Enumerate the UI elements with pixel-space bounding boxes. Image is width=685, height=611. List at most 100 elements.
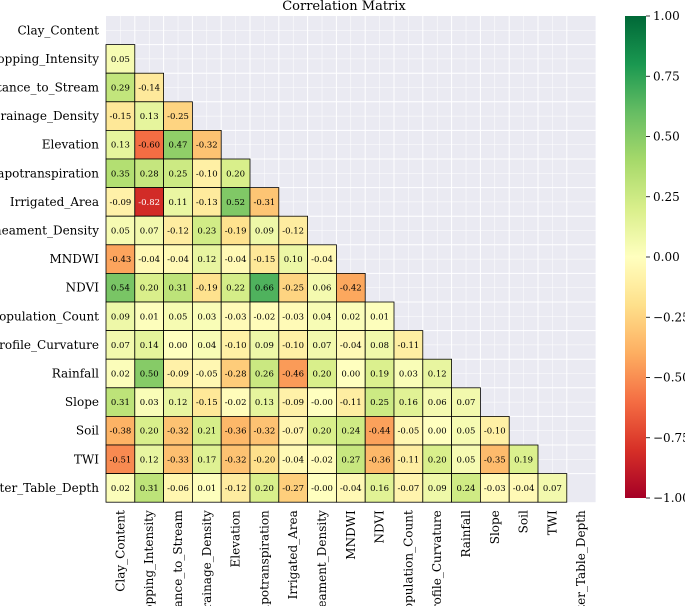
- heatmap-cell: 0.07: [134, 215, 165, 246]
- heatmap-cell-value: -0.25: [167, 112, 189, 122]
- heatmap-cell-fill: [335, 473, 366, 503]
- row-label: Rainfall: [52, 367, 99, 381]
- heatmap-cell: 0.03: [393, 358, 424, 389]
- heatmap-cell: 0.03: [134, 387, 165, 417]
- heatmap-cell: -0.33: [163, 444, 193, 475]
- heatmap-cell-value: -0.20: [253, 455, 275, 465]
- heatmap-cell-fill: [307, 244, 337, 274]
- heatmap-cell-value: -0.05: [196, 370, 218, 380]
- heatmap-cell: -0.31: [249, 187, 280, 217]
- heatmap-cell-value: -0.19: [196, 284, 218, 294]
- heatmap-cell-fill: [163, 358, 193, 389]
- heatmap-cell: -0.12: [163, 215, 193, 246]
- heatmap-cell: 0.13: [249, 387, 280, 417]
- row-label: Cropping_Intensity: [0, 52, 99, 66]
- heatmap-cell: -0.82: [134, 187, 165, 217]
- heatmap-cell-fill: [307, 358, 337, 389]
- heatmap-cell: 0.12: [422, 358, 452, 389]
- heatmap-cell: -0.14: [134, 72, 165, 103]
- colorbar-tick-label: 0.00: [653, 250, 680, 264]
- heatmap-cell-value: 0.06: [313, 284, 332, 294]
- row-label: NDVI: [66, 281, 100, 295]
- heatmap-cell: -0.19: [220, 215, 251, 246]
- heatmap-cell-value: 0.09: [255, 227, 274, 237]
- heatmap-cell-fill: [307, 415, 337, 446]
- heatmap-cell-value: 0.26: [255, 370, 274, 380]
- heatmap-cell: 0.25: [364, 387, 395, 417]
- heatmap-cell: 0.20: [307, 358, 337, 389]
- heatmap-cell: 0.01: [134, 301, 165, 332]
- heatmap-cell-value: 0.16: [399, 398, 418, 408]
- heatmap-cell-value: -0.36: [225, 427, 247, 437]
- heatmap-cell: 0.22: [220, 272, 251, 303]
- row-label: Population_Count: [0, 309, 99, 323]
- row-label: MNDWI: [50, 252, 100, 266]
- heatmap-cell-fill: [364, 330, 395, 360]
- heatmap-cell: -0.32: [220, 444, 251, 475]
- heatmap-cell-value: -0.32: [253, 427, 275, 437]
- heatmap-cell: -0.10: [278, 330, 308, 360]
- heatmap-cell-value: 0.20: [226, 169, 245, 179]
- heatmap-cell-fill: [393, 330, 424, 360]
- heatmap-cell-value: 0.50: [140, 370, 159, 380]
- heatmap-cell-value: -0.10: [282, 341, 304, 351]
- heatmap-cell: -0.27: [278, 473, 308, 503]
- chart-title: Correlation Matrix: [282, 0, 406, 14]
- heatmap-cell-fill: [163, 473, 193, 503]
- column-label: Profile_Curvature: [430, 510, 444, 606]
- heatmap-cell-value: -0.82: [138, 198, 160, 208]
- heatmap-cell: 0.06: [422, 387, 452, 417]
- heatmap-cell: 0.10: [278, 244, 308, 274]
- heatmap-cell-value: 0.20: [313, 427, 332, 437]
- heatmap-cell: 0.13: [134, 101, 165, 131]
- heatmap-cell-fill: [191, 358, 222, 389]
- heatmap-cell-value: -0.60: [138, 141, 160, 151]
- heatmap-cell-value: 0.12: [428, 370, 447, 380]
- column-label: Slope: [488, 510, 502, 544]
- heatmap-cell-fill: [220, 272, 251, 303]
- heatmap-cell-value: 0.24: [457, 484, 476, 494]
- heatmap-cell-fill: [220, 444, 251, 475]
- heatmap-cell-value: -0.36: [369, 455, 391, 465]
- heatmap-cell: 0.19: [364, 358, 395, 389]
- heatmap-cell-fill: [134, 301, 165, 332]
- heatmap-cell-value: 0.03: [399, 370, 418, 380]
- column-label: Drainage_Density: [200, 510, 214, 606]
- colorbar: 1.00 0.75 0.50 0.25 0.00 −0.25 −0.50 −0.75 −1.00: [625, 9, 685, 505]
- row-label: Profile_Curvature: [0, 338, 99, 352]
- heatmap-cell: 0.26: [249, 358, 280, 389]
- heatmap-cell-fill: [134, 272, 165, 303]
- heatmap-cell: 0.29: [105, 72, 136, 103]
- heatmap-cell-value: 0.20: [255, 484, 274, 494]
- heatmap-cell: -0.20: [249, 444, 280, 475]
- row-label: Soil: [76, 424, 99, 438]
- heatmap-cell-value: -0.04: [340, 341, 362, 351]
- heatmap-cell-value: 0.13: [111, 141, 130, 151]
- heatmap-cell-value: 0.21: [197, 427, 216, 437]
- heatmap-cell: 0.28: [134, 158, 165, 189]
- heatmap-cell-value: -0.03: [484, 484, 506, 494]
- heatmap-cell-fill: [364, 301, 395, 332]
- heatmap-cell: 0.06: [307, 272, 337, 303]
- heatmap-cell-fill: [191, 129, 222, 160]
- heatmap-cell: -0.13: [191, 187, 222, 217]
- heatmap-cell-fill: [105, 129, 136, 160]
- row-labels: Clay_Content Cropping_Intensity Distance_t…: [0, 23, 100, 495]
- heatmap-cell: 0.31: [134, 473, 165, 503]
- heatmap-cell-value: -0.31: [253, 198, 275, 208]
- heatmap-cell-fill: [335, 444, 366, 475]
- heatmap-cell-value: -0.38: [109, 427, 131, 437]
- heatmap-cell-value: 0.09: [111, 312, 130, 322]
- heatmap-cell-fill: [278, 244, 308, 274]
- heatmap-cell: -0.09: [105, 187, 136, 217]
- heatmap-cell: 0.07: [451, 387, 481, 417]
- heatmap-cell-value: 0.31: [169, 284, 188, 294]
- heatmap-cell-value: 0.09: [428, 484, 447, 494]
- heatmap-cell: -0.04: [278, 444, 308, 475]
- heatmap-cell: 0.05: [163, 301, 193, 332]
- row-label: Slope: [65, 395, 99, 409]
- heatmap-cell-value: 0.31: [140, 484, 159, 494]
- heatmap-cell-value: -0.12: [167, 227, 189, 237]
- row-label: Distance_to_Stream: [0, 81, 100, 95]
